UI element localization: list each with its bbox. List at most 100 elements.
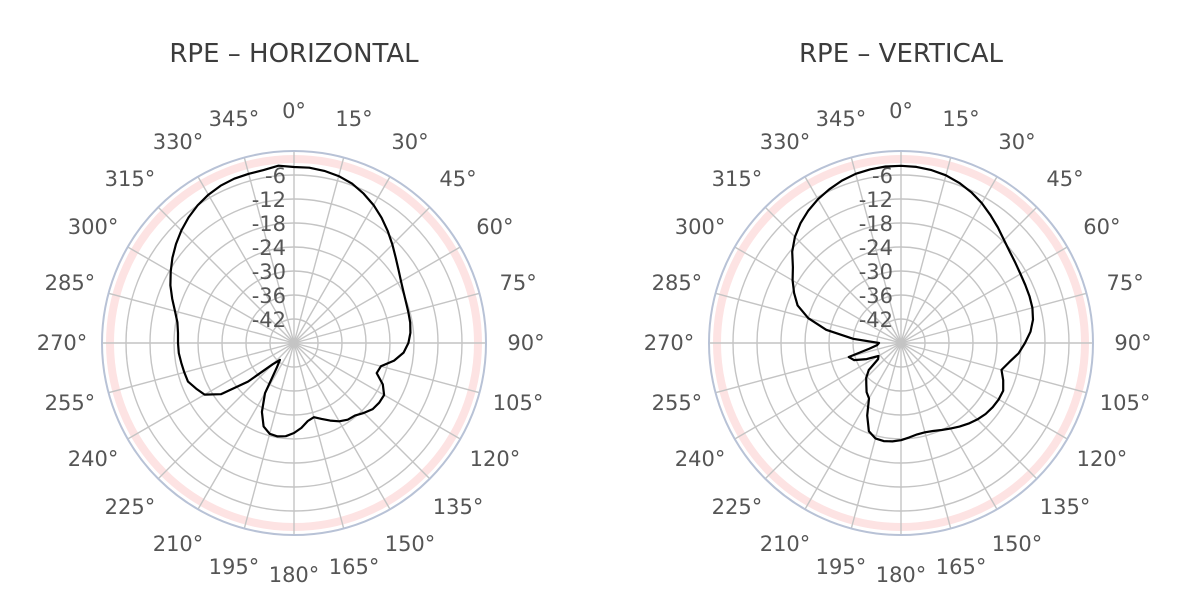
angle-tick-label: 210°	[153, 532, 204, 556]
angle-tick-label: 240°	[675, 447, 726, 471]
radial-tick-label: -36	[859, 284, 893, 308]
radial-tick-label: -12	[859, 188, 893, 212]
angle-tick-label: 300°	[68, 215, 119, 239]
grid-spoke	[293, 342, 431, 480]
angle-tick-label: 315°	[712, 167, 763, 191]
grid-spoke	[900, 342, 1038, 480]
grid-spoke	[127, 342, 295, 440]
angle-tick-label: 45°	[1046, 167, 1083, 191]
angle-tick-label: 270°	[644, 331, 695, 355]
angle-tick-label: 45°	[439, 167, 476, 191]
angle-tick-label: 225°	[105, 495, 156, 519]
grid-spoke	[900, 292, 1087, 344]
radial-tick-label: -6	[872, 164, 893, 188]
angle-tick-label: 90°	[1114, 331, 1151, 355]
grid-spoke	[243, 342, 295, 529]
angle-tick-label: 120°	[1077, 447, 1128, 471]
grid-spoke	[715, 342, 902, 394]
angle-tick-label: 135°	[1040, 495, 1091, 519]
grid-spoke	[764, 342, 902, 480]
grid-spoke	[197, 342, 295, 510]
grid-spoke	[293, 342, 480, 394]
radial-tick-label: -12	[252, 188, 286, 212]
angle-tick-label: 270°	[37, 331, 88, 355]
angle-tick-label: 255°	[45, 391, 96, 415]
radial-tick-label: -24	[859, 236, 893, 260]
angle-tick-label: 315°	[105, 167, 156, 191]
outer-ring	[101, 150, 487, 536]
angle-tick-label: 150°	[992, 532, 1043, 556]
grid-spoke	[900, 342, 1087, 394]
angle-tick-label: 180°	[876, 563, 927, 587]
angle-tick-label: 15°	[335, 107, 372, 131]
radial-tick-label: -42	[252, 308, 286, 332]
grid-spoke	[293, 342, 345, 529]
angle-tick-label: 195°	[209, 555, 260, 579]
polar-chart-horizontal: RPE – HORIZONTAL 0° 15° 30° 45°60° 75° 90° 105…	[37, 39, 545, 587]
chart-title: RPE – VERTICAL	[799, 39, 1004, 69]
grid-spoke	[293, 206, 431, 344]
angle-tick-label: 330°	[153, 130, 204, 154]
angle-tick-label: 285°	[45, 271, 96, 295]
radial-tick-label: -30	[252, 260, 286, 284]
angle-tick-label: 285°	[652, 271, 703, 295]
angle-tick-label: 105°	[493, 391, 544, 415]
angle-tick-label: 240°	[68, 447, 119, 471]
grid-spoke	[900, 246, 1068, 344]
angle-tick-label: 330°	[760, 130, 811, 154]
angle-tick-label: 60°	[476, 215, 513, 239]
angle-tick-label: 345°	[816, 107, 867, 131]
angle-tick-label: 255°	[652, 391, 703, 415]
angle-tick-label: 0°	[282, 99, 306, 123]
angle-tick-label: 165°	[936, 555, 987, 579]
angle-tick-label: 210°	[760, 532, 811, 556]
angle-tick-label: 30°	[391, 130, 428, 154]
angle-tick-label: 75°	[499, 271, 536, 295]
outer-ring	[708, 150, 1094, 536]
grid-spoke	[243, 157, 295, 344]
angle-tick-label: 15°	[942, 107, 979, 131]
angle-tick-label: 165°	[329, 555, 380, 579]
angle-tick-label: 120°	[470, 447, 521, 471]
grid-spoke	[293, 342, 461, 440]
angle-tick-label: 60°	[1083, 215, 1120, 239]
angle-tick-label: 75°	[1106, 271, 1143, 295]
grid-spoke	[764, 206, 902, 344]
radial-tick-label: -24	[252, 236, 286, 260]
grid-spoke	[108, 292, 295, 344]
chart-title: RPE – HORIZONTAL	[169, 39, 419, 69]
grid-spoke	[900, 176, 998, 344]
pattern-trace	[169, 164, 412, 438]
radial-tick-label: -42	[859, 308, 893, 332]
grid-spoke	[293, 176, 391, 344]
radial-tick-label: -18	[859, 212, 893, 236]
radial-tick-label: -30	[859, 260, 893, 284]
angle-tick-label: 105°	[1100, 391, 1151, 415]
angle-tick-label: 0°	[889, 99, 913, 123]
grid-spoke	[293, 246, 461, 344]
grid-spoke	[900, 206, 1038, 344]
grid-spoke	[734, 342, 902, 440]
grid-spoke	[734, 246, 902, 344]
grid-spoke	[293, 157, 345, 344]
angle-tick-label: 90°	[507, 331, 544, 355]
grid-spoke	[850, 342, 902, 529]
grid-spoke	[293, 342, 391, 510]
angle-tick-label: 345°	[209, 107, 260, 131]
pattern-trace	[791, 164, 1035, 443]
radial-tick-label: -6	[265, 164, 286, 188]
angle-tick-label: 135°	[433, 495, 484, 519]
angle-tick-label: 150°	[385, 532, 436, 556]
angle-tick-label: 225°	[712, 495, 763, 519]
grid-spoke	[900, 342, 952, 529]
radial-tick-label: -18	[252, 212, 286, 236]
grid-spoke	[197, 176, 295, 344]
grid-spoke	[900, 157, 952, 344]
grid-spoke	[850, 157, 902, 344]
grid-spoke	[900, 342, 1068, 440]
angle-tick-label: 195°	[816, 555, 867, 579]
grid-spoke	[127, 246, 295, 344]
angle-tick-label: 180°	[269, 563, 320, 587]
grid-spoke	[900, 342, 998, 510]
